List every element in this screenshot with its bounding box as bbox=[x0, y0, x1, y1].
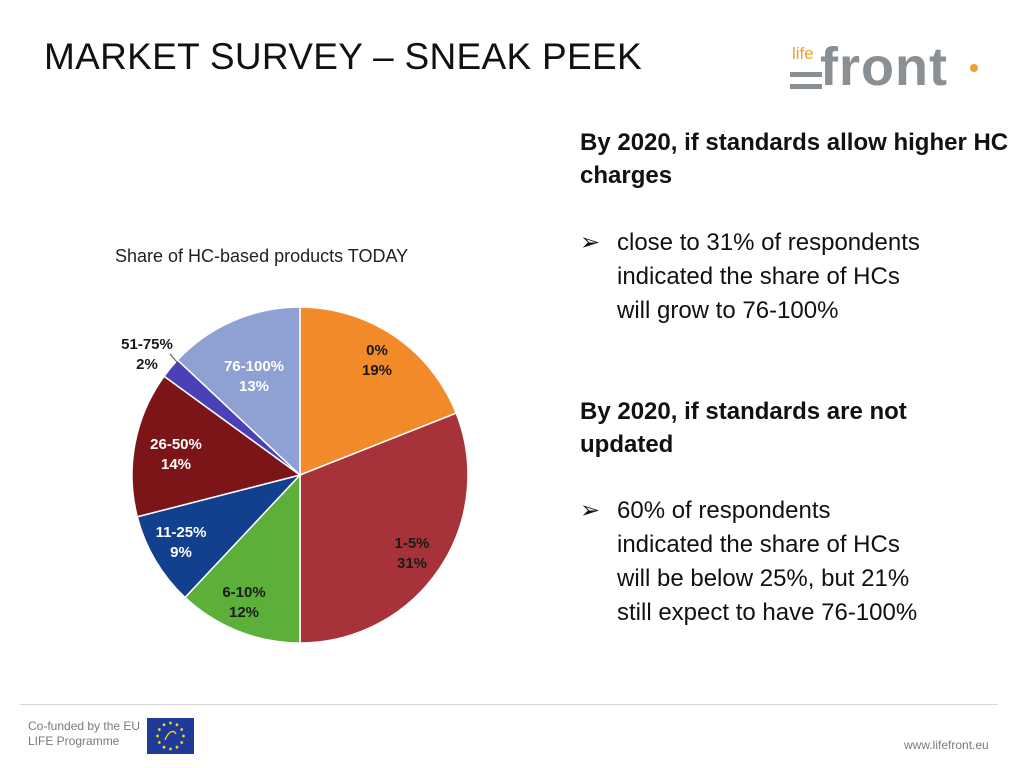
pie-slice bbox=[176, 306, 301, 477]
leader-line bbox=[169, 353, 183, 369]
logo-dot bbox=[970, 64, 978, 72]
heading-higher-charges: By 2020, if standards allow higher HC ch… bbox=[580, 129, 1009, 189]
pie-slice bbox=[183, 473, 301, 644]
logo-big-text: front bbox=[820, 37, 948, 97]
bullet-text: close to 31% of respondents indicated th… bbox=[617, 229, 920, 324]
bullet-higher-charges: ➢ close to 31% of respondents indicated … bbox=[580, 226, 920, 328]
slice-data-label: 1-5% 31% bbox=[394, 535, 429, 572]
arrow-bullet-icon: ➢ bbox=[580, 229, 601, 256]
logo-bar bbox=[790, 72, 822, 77]
bullet-text: 60% of respondents indicated the share o… bbox=[617, 497, 918, 626]
slice-data-label: 0% 19% bbox=[362, 342, 392, 379]
slice-data-label: 6-10% 12% bbox=[222, 584, 265, 621]
website-url: www.lifefront.eu bbox=[904, 738, 989, 752]
page-title: MARKET SURVEY – SNEAK PEEK bbox=[44, 36, 642, 77]
cofunded-text: Co-funded by the EU LIFE Programme bbox=[28, 719, 140, 749]
heading-not-updated: By 2020, if standards are not updated bbox=[580, 398, 907, 458]
cofunded-line1: Co-funded by the EU bbox=[28, 719, 141, 733]
pie-slice bbox=[131, 375, 302, 518]
logo-bar bbox=[790, 84, 822, 89]
lifefront-logo: life front bbox=[790, 37, 995, 104]
slice-data-label: 26-50% 14% bbox=[150, 436, 202, 473]
bullet-not-updated: ➢ 60% of respondents indicated the share… bbox=[580, 494, 920, 630]
pie-slice bbox=[299, 306, 458, 477]
pie-slice bbox=[136, 473, 303, 599]
slice-data-label: 76-100% 13% bbox=[224, 358, 284, 395]
slice-data-label: 51-75% 2% bbox=[121, 336, 173, 373]
footer-divider bbox=[20, 704, 998, 705]
logo-small-text: life bbox=[792, 44, 814, 63]
arrow-bullet-icon: ➢ bbox=[580, 497, 601, 524]
eu-life-flag-icon bbox=[147, 718, 194, 754]
cofunded-line2: LIFE Programme bbox=[28, 734, 120, 748]
pie-slice bbox=[299, 412, 469, 644]
slice-data-label: 11-25% 9% bbox=[156, 524, 207, 561]
chart-title: Share of HC-based products TODAY bbox=[115, 246, 409, 266]
